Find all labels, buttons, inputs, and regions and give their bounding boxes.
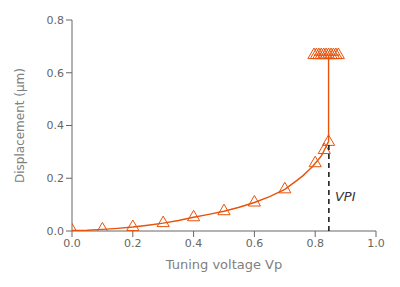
svg-text:VPI: VPI	[335, 189, 356, 204]
svg-text:0.4: 0.4	[47, 119, 65, 132]
svg-text:0.6: 0.6	[47, 67, 65, 80]
svg-text:0.0: 0.0	[47, 225, 65, 238]
svg-text:0.8: 0.8	[47, 14, 65, 27]
svg-text:0.0: 0.0	[63, 237, 81, 250]
svg-text:0.2: 0.2	[124, 237, 142, 250]
svg-text:Tuning voltage Vp: Tuning voltage Vp	[165, 257, 283, 272]
svg-text:0.4: 0.4	[185, 237, 203, 250]
svg-text:Displacement (μm): Displacement (μm)	[13, 68, 27, 183]
svg-text:0.2: 0.2	[47, 172, 65, 185]
svg-text:1.0: 1.0	[367, 237, 385, 250]
svg-text:0.8: 0.8	[306, 237, 324, 250]
svg-text:0.6: 0.6	[246, 237, 264, 250]
